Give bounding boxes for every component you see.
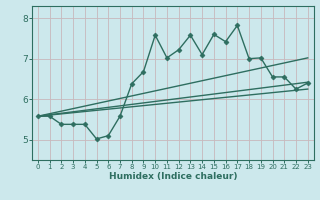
X-axis label: Humidex (Indice chaleur): Humidex (Indice chaleur): [108, 172, 237, 181]
